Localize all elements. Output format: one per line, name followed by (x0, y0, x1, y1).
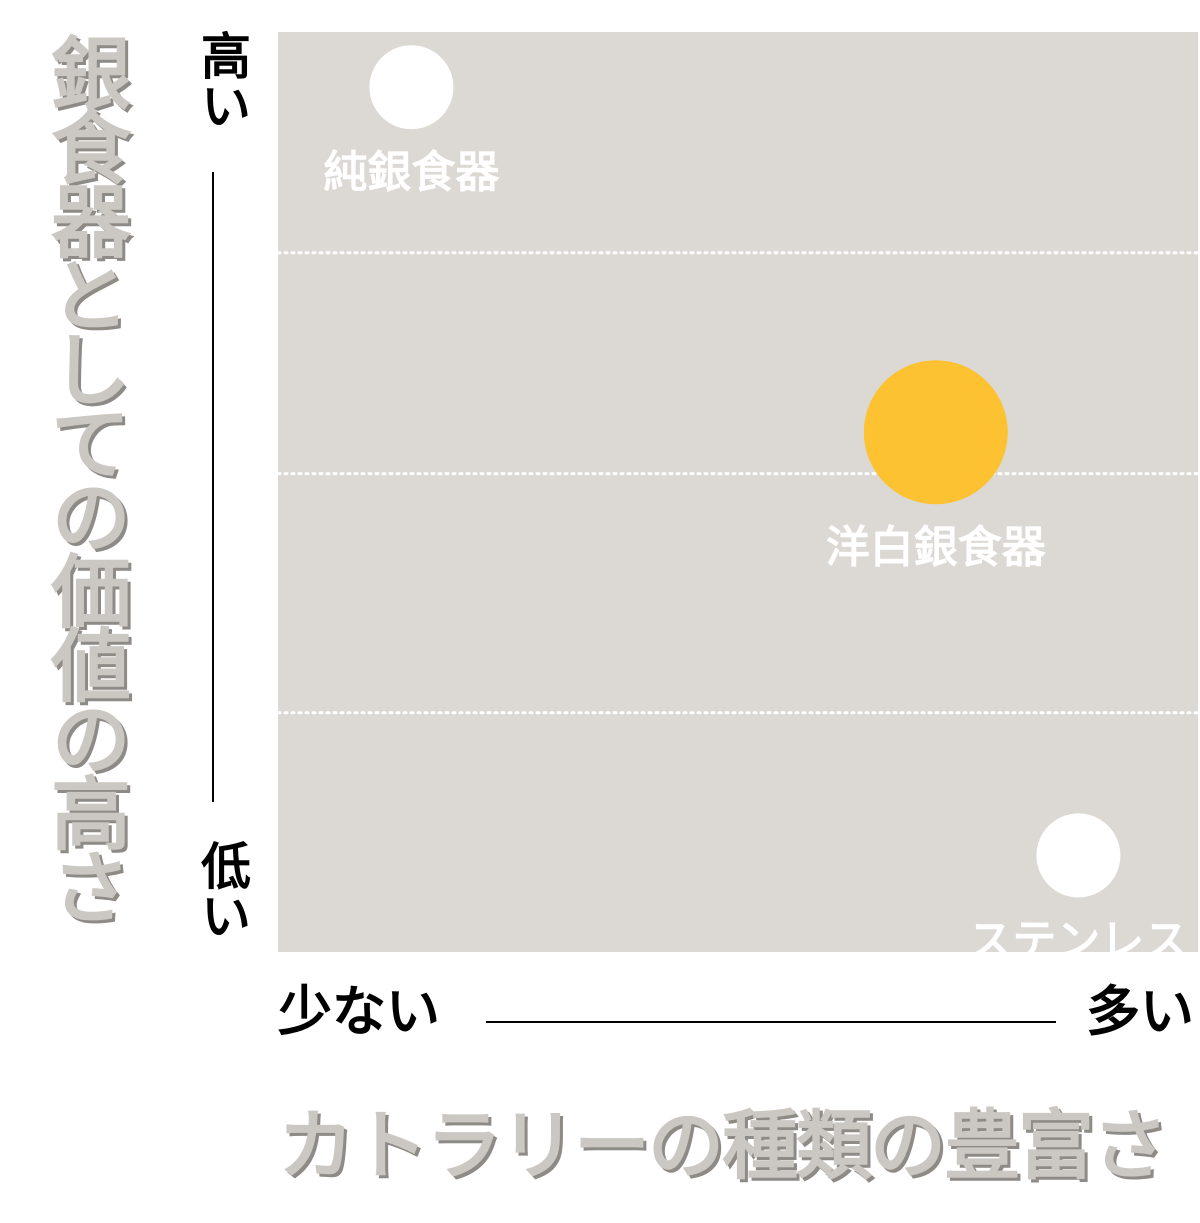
x-axis-high-label: 多い (1086, 980, 1194, 1043)
y-axis-high-label: 高い (193, 30, 251, 130)
data-point-label-0: 純銀食器 (323, 147, 500, 198)
data-point-1 (863, 360, 1008, 505)
data-point-2 (1036, 813, 1121, 898)
x-axis-line (486, 1021, 1056, 1023)
plot-area: 純銀食器洋白銀食器ステンレス (278, 32, 1198, 952)
data-point-0 (369, 45, 454, 130)
y-axis-line (212, 172, 214, 802)
data-point-label-2: ステンレス (968, 915, 1188, 952)
x-axis-low-label: 少ない (278, 980, 440, 1043)
x-axis-title: カトラリーの種類の豊富さ (278, 1101, 1168, 1190)
y-axis-low-label: 低い (193, 840, 251, 940)
data-point-label-1: 洋白銀食器 (826, 522, 1047, 573)
y-axis-title: 銀食器としての価値の高さ (38, 32, 131, 920)
